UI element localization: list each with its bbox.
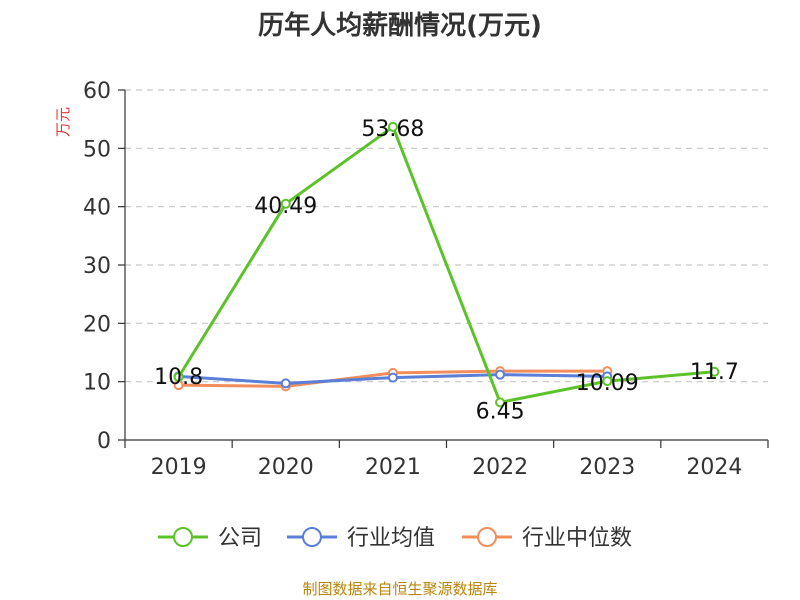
y-tick-label: 30	[83, 254, 111, 279]
data-point	[709, 366, 720, 377]
legend-marker	[302, 527, 322, 547]
y-tick-label: 40	[83, 196, 111, 221]
data-point	[280, 378, 291, 389]
y-tick-label: 0	[97, 429, 111, 454]
data-point	[387, 372, 398, 383]
legend-marker	[477, 527, 497, 547]
x-tick-label: 2021	[365, 455, 421, 480]
data-point	[495, 397, 506, 408]
x-tick-label: 2022	[472, 455, 528, 480]
x-tick-label: 2024	[686, 455, 742, 480]
data-label: 53.68	[361, 117, 424, 142]
y-tick-label: 10	[83, 371, 111, 396]
data-label: 6.45	[476, 399, 525, 424]
data-labels: 10.8 40.49 53.68 6.45 10.09 11.7	[154, 117, 739, 425]
data-label: 10.09	[576, 371, 639, 396]
axes	[118, 89, 769, 448]
data-point	[495, 369, 506, 380]
x-tick-label: 2019	[151, 455, 207, 480]
data-point	[173, 372, 184, 382]
source-note: 制图数据来自恒生聚源数据库	[302, 580, 497, 598]
legend-label: 公司	[218, 526, 262, 551]
data-point	[280, 198, 291, 209]
x-tick-label: 2023	[579, 455, 635, 480]
data-label: 11.7	[690, 360, 739, 385]
data-point	[602, 376, 613, 387]
legend-label: 行业中位数	[522, 526, 632, 551]
y-tick-labels: 0 10 20 30 40 50 60	[83, 79, 111, 454]
series-group	[173, 121, 720, 408]
data-point	[387, 121, 398, 132]
chart-title: 历年人均薪酬情况(万元)	[258, 10, 542, 41]
legend-marker	[173, 527, 193, 547]
y-axis-label: 万元	[54, 107, 72, 137]
x-tick-labels: 2019 2020 2021 2022 2023 2024	[151, 455, 743, 480]
legend-label: 行业均值	[347, 526, 435, 551]
data-label: 10.8	[154, 365, 203, 390]
x-tick-label: 2020	[258, 455, 314, 480]
y-tick-label: 20	[83, 312, 111, 337]
y-tick-label: 60	[83, 79, 111, 104]
y-tick-label: 50	[83, 137, 111, 162]
series-line-0	[177, 125, 715, 404]
grid-lines	[125, 89, 768, 383]
legend: 公司 行业均值 行业中位数	[158, 526, 632, 551]
data-label: 40.49	[254, 194, 317, 219]
